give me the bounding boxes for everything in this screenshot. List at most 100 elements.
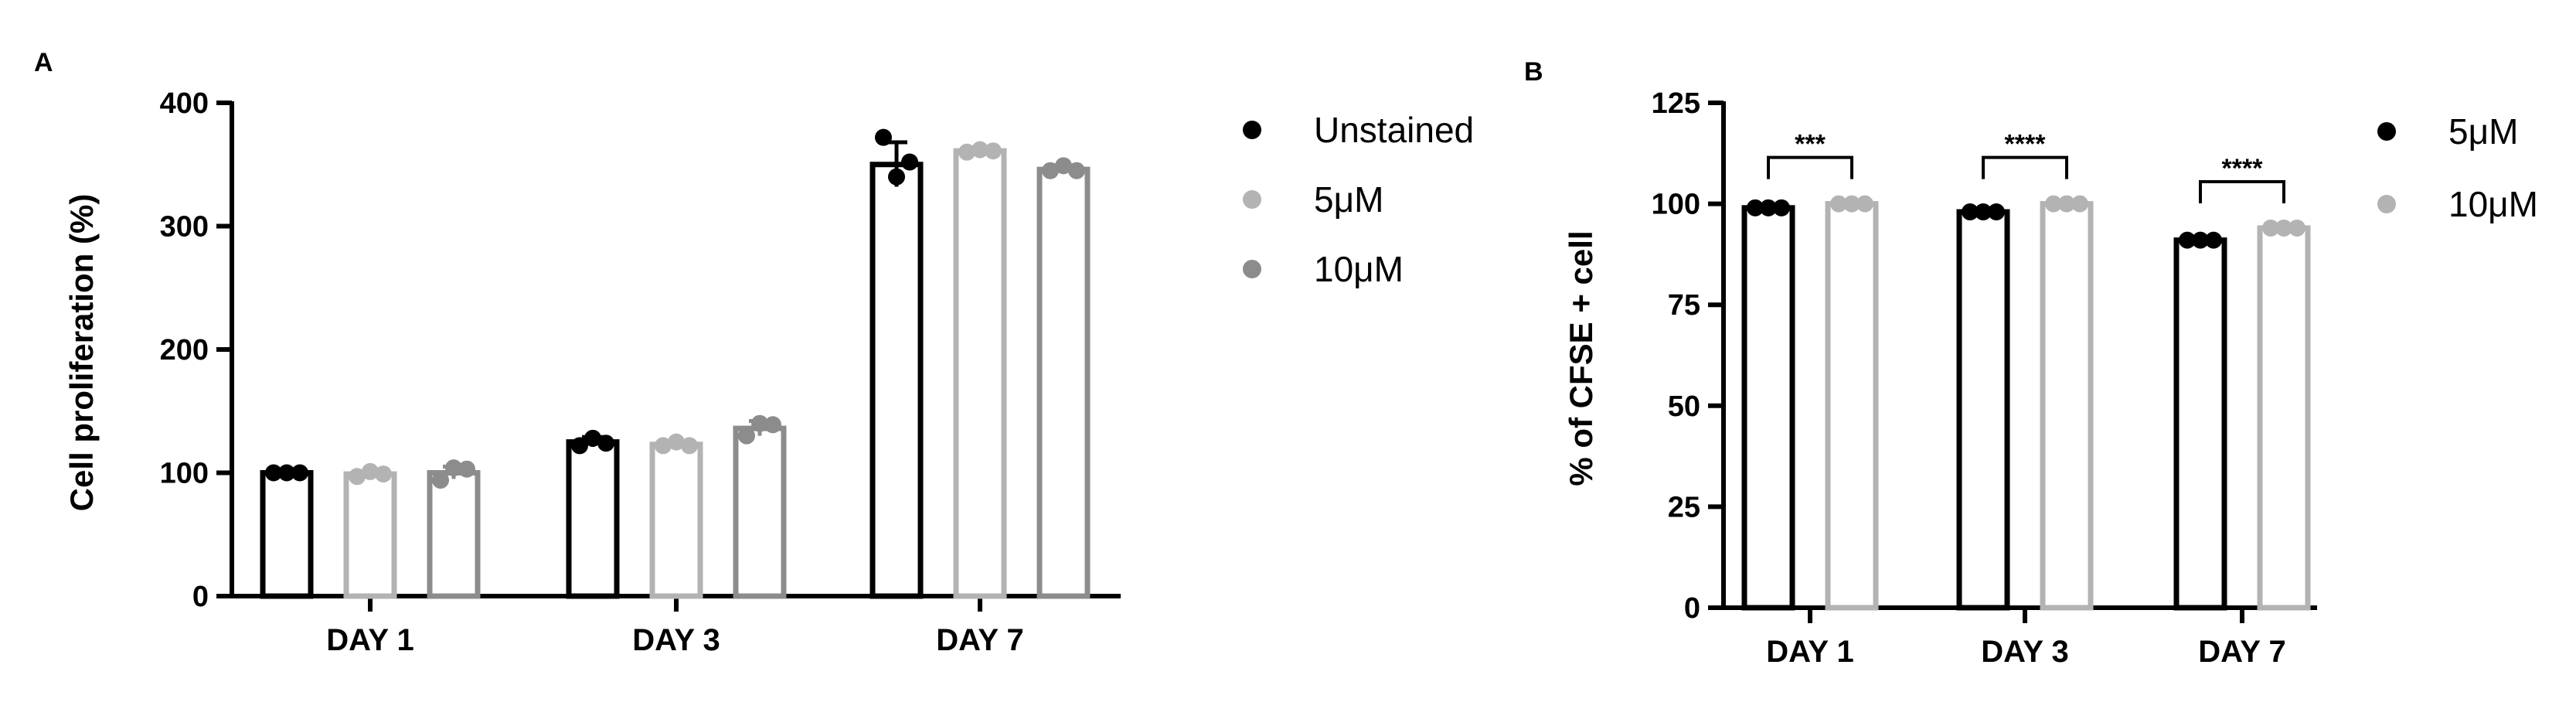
chart-b-y-tick-label: 75 [1668,289,1700,322]
chart-b-y-tick-label: 0 [1684,592,1700,625]
chart-a-data-point [958,143,975,161]
chart-b-data-point [1988,203,2005,221]
chart-a-data-point [362,462,379,480]
chart-b-data-point [2205,231,2222,249]
chart-a-data-point [655,437,672,455]
chart-b-data-point [2071,195,2088,213]
chart-b-x-tick-label: DAY 3 [1981,635,2068,669]
chart-a-data-point [278,464,295,482]
chart-a-bar [427,470,481,599]
chart-b-y-axis-title: % of CFSE + cell [1563,230,1599,486]
chart-a-data-point [738,427,755,445]
chart-a-data-point [681,437,698,455]
chart-b-data-point [1747,199,1764,216]
chart-b-data-point [1830,195,1847,213]
chart-b-x-tick-label: DAY 1 [1766,635,1853,669]
chart-b-legend-label: 5μM [2448,111,2518,152]
chart-a-bar [260,470,314,599]
chart-b: 0 25 50 75 100 125 % of CFSE + cell DAY 1 *** DAY… [1563,87,2538,669]
chart-b-significance-label: **** [2222,154,2264,183]
chart-b-significance-bracket [1982,155,2068,179]
chart-a-data-point [972,141,989,159]
chart-a-y-tick-label: 300 [160,211,209,244]
chart-b-data-point [2058,195,2075,213]
chart-a-data-point [764,416,781,434]
chart-a-data-point [1042,162,1059,179]
chart-a: 0 100 200 300 400 Cell proliferation (%) DAY 1… [63,87,1474,657]
chart-b-legend-label: 10μM [2448,184,2538,224]
chart-a-data-point [571,437,588,455]
chart-a-data-point [584,429,601,447]
chart-b-bar [2257,225,2311,611]
chart-a-data-point [875,128,892,146]
chart-a-data-point [985,142,1002,160]
chart-a-bar [953,148,1007,599]
chart-b-data-point [1975,203,1992,221]
chart-a-data-point [375,465,392,483]
chart-b-legend-marker [2377,195,2396,213]
chart-a-legend-label: 10μM [1314,249,1404,289]
chart-a-data-point [349,468,366,486]
chart-a-x-tick-label: DAY 3 [632,623,720,657]
chart-b-data-point [2262,219,2279,237]
chart-b-data-point [1773,199,1790,216]
chart-a-data-point [445,459,462,477]
chart-a-data-point [432,472,449,489]
chart-a-y-tick-label: 100 [160,458,209,490]
chart-b-bar [2040,201,2094,611]
chart-b-data-point [2045,195,2062,213]
chart-a-legend-marker [1243,121,1261,139]
chart-a-bar [869,162,924,599]
chart-b-x-tick-label: DAY 7 [2198,635,2285,669]
chart-a-bar [733,425,787,599]
chart-b-y-tick-label: 25 [1668,491,1700,523]
chart-b-data-point [2179,231,2196,249]
chart-a-legend-marker [1243,190,1261,209]
chart-b-significance-label: **** [2005,130,2047,159]
panel-b-letter: B [1524,57,1543,87]
chart-b-bar [1956,209,2010,611]
chart-a-legend-label: Unstained [1314,110,1474,150]
chart-b-data-point [2192,231,2209,249]
chart-a-data-point [291,464,308,482]
chart-a-data-point [888,168,905,186]
chart-a-y-tick-label: 200 [160,334,209,366]
chart-a-y-axis-title: Cell proliferation (%) [63,194,100,512]
chart-a-data-point [668,433,685,451]
chart-a-data-point [1055,157,1072,175]
chart-a-bar [649,441,703,599]
chart-a-bar [1036,166,1091,599]
chart-a-data-point [1068,162,1085,179]
chart-a-x-tick-label: DAY 1 [326,623,413,657]
chart-b-y-tick-label: 50 [1668,390,1700,423]
chart-b-data-point [1843,195,1860,213]
chart-b-data-point [1962,203,1979,221]
chart-a-bar [343,471,397,599]
chart-a-data-point [751,414,768,432]
chart-a-legend-label: 5μM [1314,179,1383,220]
chart-b-significance-bracket [2199,179,2285,203]
chart-a-legend-marker [1243,260,1261,278]
chart-b-y-tick-label: 100 [1652,189,1700,221]
chart-a-y-tick-label: 0 [192,581,209,613]
chart-b-data-point [1760,199,1777,216]
chart-b-significance-bracket [1767,155,1853,179]
chart-b-bar [1741,205,1795,611]
chart-a-data-point [597,435,614,452]
chart-b-data-point [1856,195,1873,213]
chart-b-legend-marker [2377,122,2396,141]
chart-b-bar [2173,237,2227,611]
chart-a-data-point [265,464,282,482]
chart-b-y-tick-label: 125 [1652,87,1700,120]
chart-b-significance-label: *** [1795,130,1826,159]
chart-b-data-point [2288,219,2305,237]
chart-a-x-tick-label: DAY 7 [936,623,1023,657]
panel-a-letter: A [34,48,53,77]
chart-a-y-tick-label: 400 [160,87,209,120]
chart-b-data-point [2275,219,2292,237]
chart-b-bar [1825,201,1879,611]
chart-a-data-point [458,460,475,478]
chart-a-bar [566,439,620,599]
chart-a-data-point [901,153,918,171]
